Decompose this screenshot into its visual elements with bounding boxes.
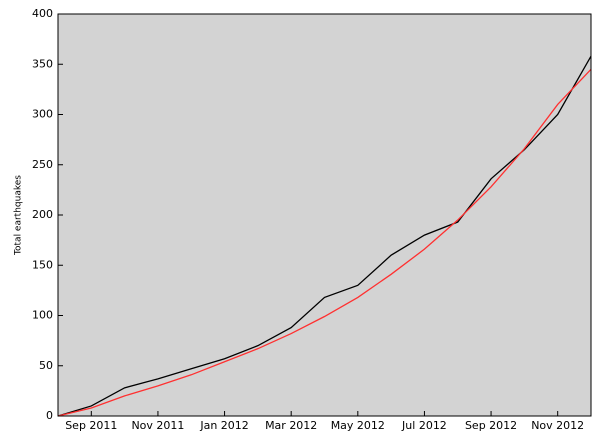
y-tick-label: 400 bbox=[32, 7, 53, 20]
x-tick-label: Nov 2012 bbox=[531, 419, 584, 432]
x-tick-label: Sep 2011 bbox=[65, 419, 117, 432]
y-tick-label: 50 bbox=[39, 359, 53, 372]
series-line bbox=[57, 55, 592, 417]
x-tick-label: Sep 2012 bbox=[465, 419, 517, 432]
y-tick-label: 150 bbox=[32, 258, 53, 271]
x-tick-label: Nov 2011 bbox=[131, 419, 184, 432]
y-axis-title: Total earthquakes bbox=[14, 175, 24, 256]
x-tick-label: Mar 2012 bbox=[265, 419, 317, 432]
x-tick-label: Jul 2012 bbox=[401, 419, 447, 432]
y-tick-label: 200 bbox=[32, 208, 53, 221]
x-tick-label: Jan 2012 bbox=[199, 419, 248, 432]
y-tick-label: 350 bbox=[32, 57, 53, 70]
series-line bbox=[57, 68, 592, 417]
plot-area bbox=[58, 14, 591, 416]
x-tick-label: May 2012 bbox=[331, 419, 385, 432]
y-tick-label: 250 bbox=[32, 158, 53, 171]
y-tick-label: 0 bbox=[46, 409, 53, 422]
plot-frame bbox=[57, 13, 592, 417]
y-tick-label: 300 bbox=[32, 108, 53, 121]
y-tick-label: 100 bbox=[32, 309, 53, 322]
